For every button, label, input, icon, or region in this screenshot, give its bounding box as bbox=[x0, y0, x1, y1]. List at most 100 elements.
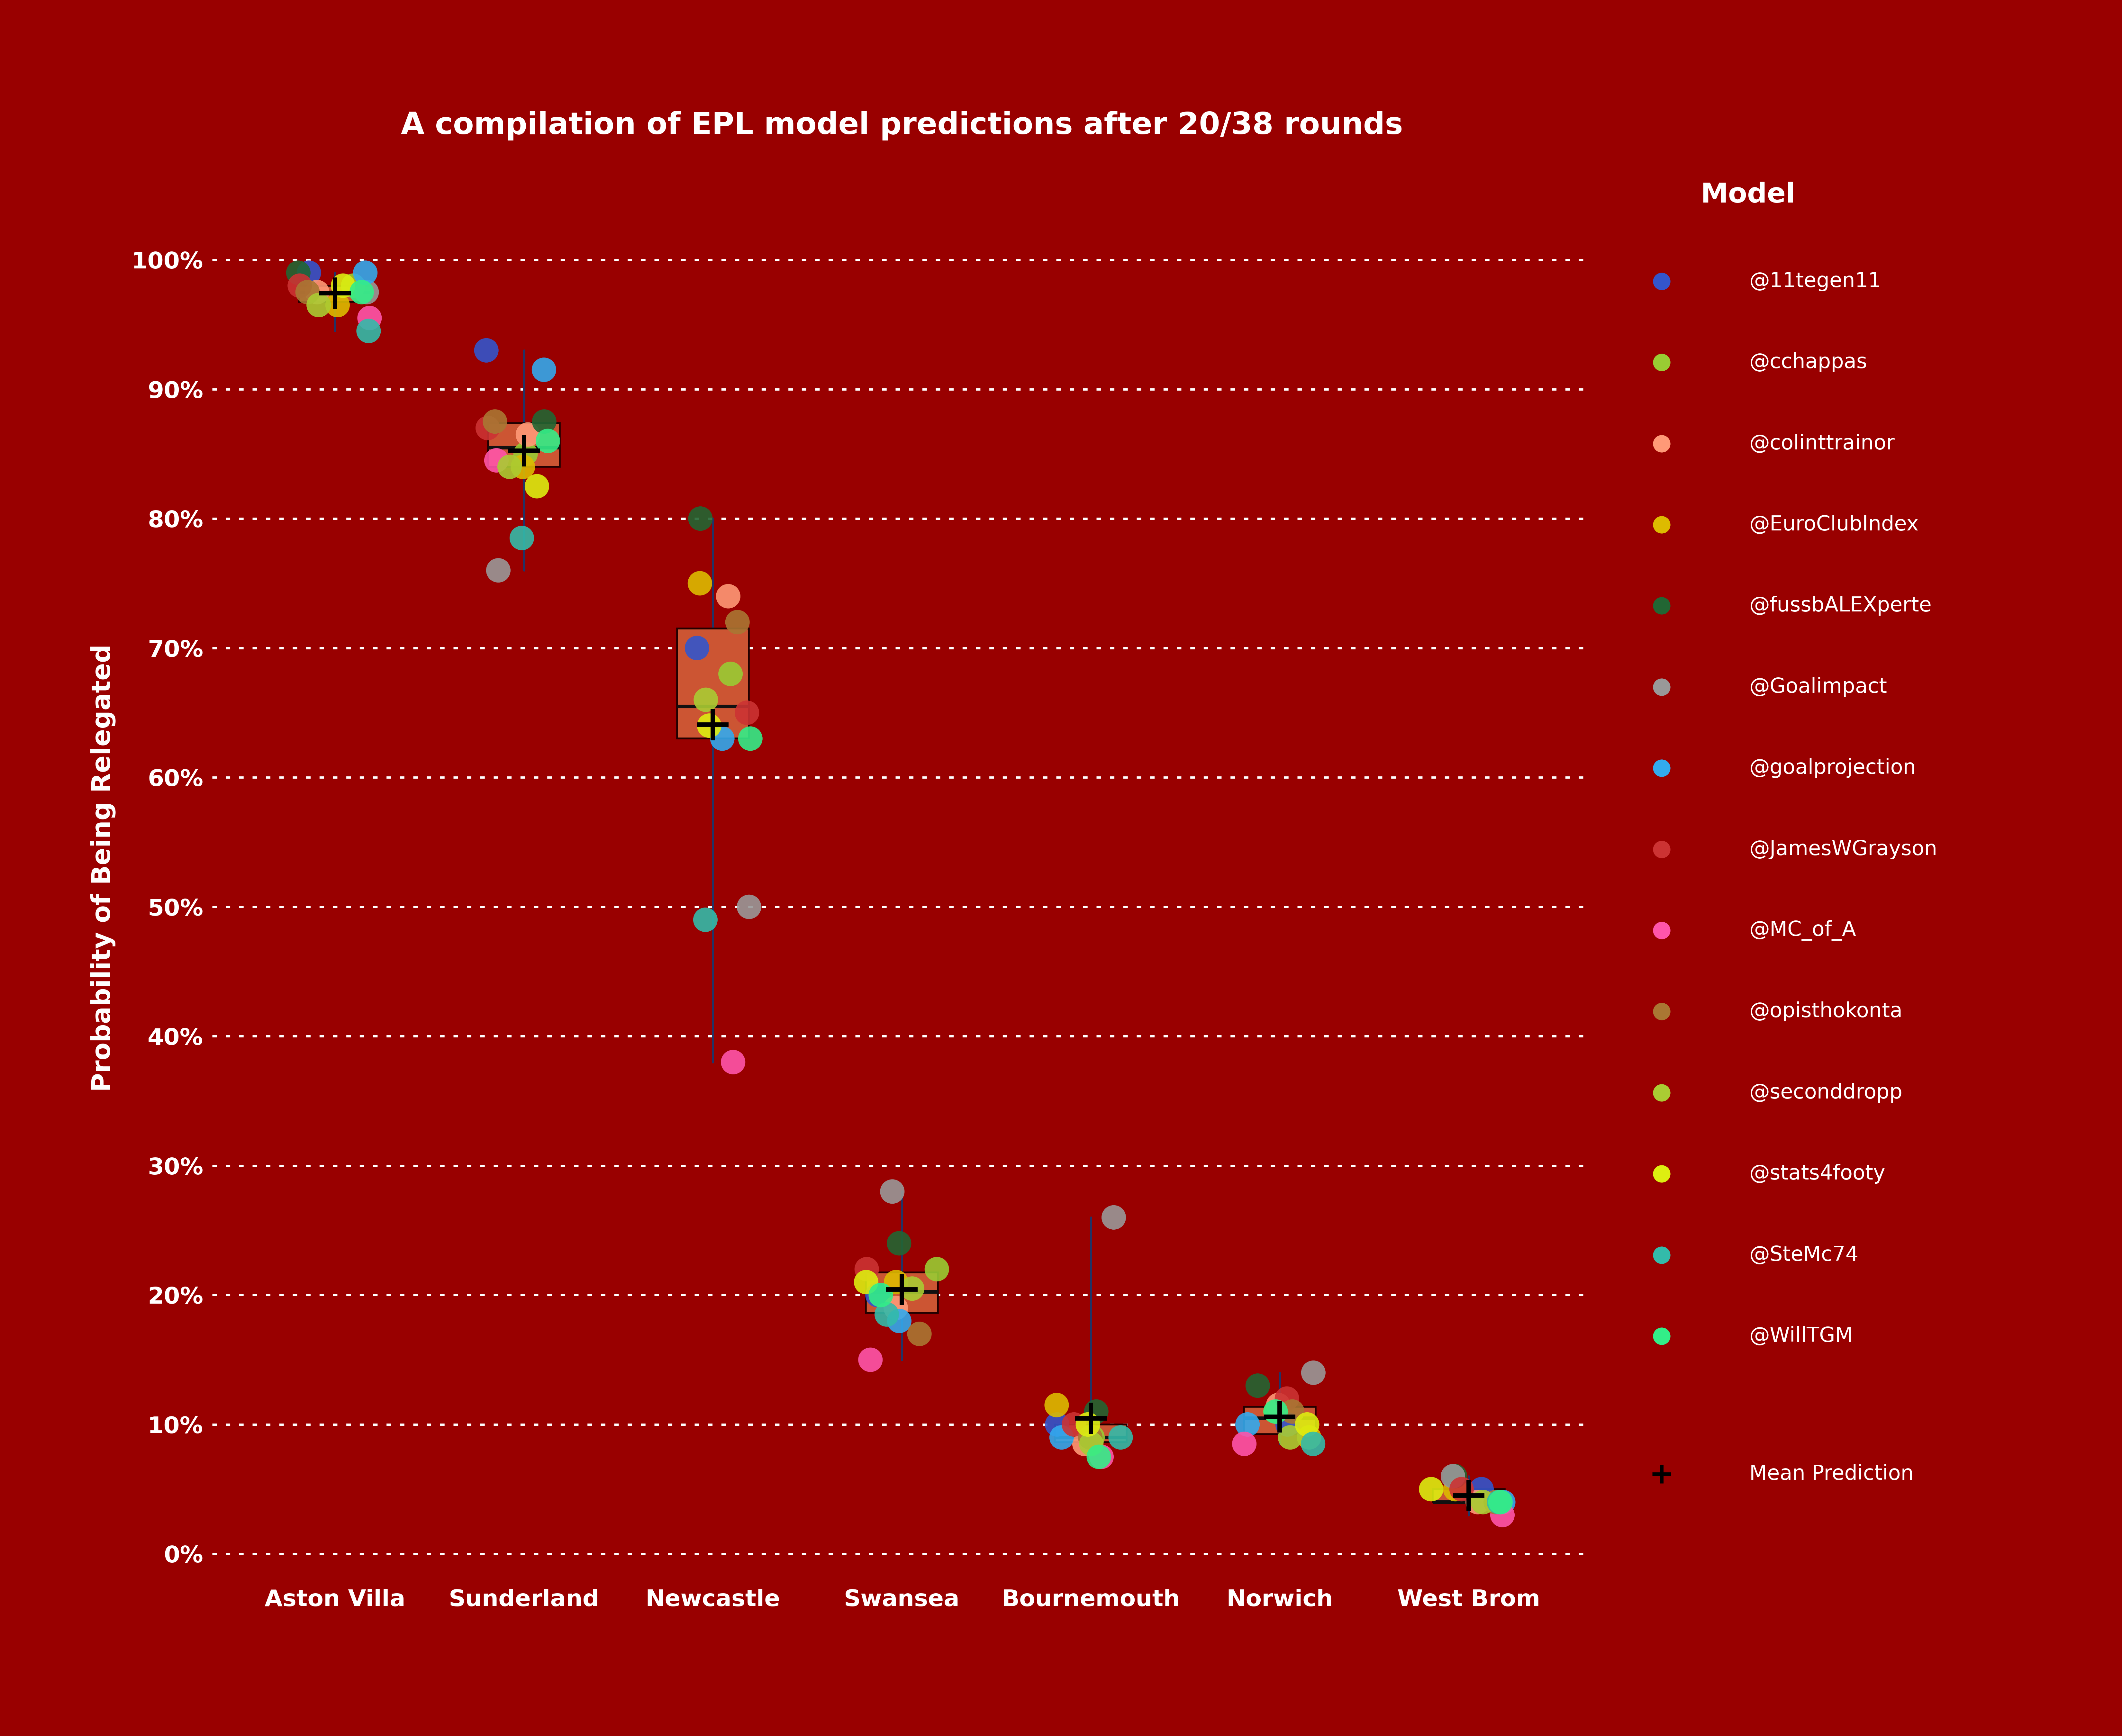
Point bbox=[1413, 1476, 1447, 1503]
Bar bbox=[1055, 1425, 1127, 1443]
Text: @Goalimpact: @Goalimpact bbox=[1749, 677, 1886, 696]
Bar bbox=[866, 1272, 938, 1312]
Point bbox=[1445, 1476, 1479, 1503]
Point bbox=[870, 1300, 904, 1328]
Point bbox=[730, 700, 764, 727]
Point bbox=[480, 446, 514, 474]
Point bbox=[505, 524, 539, 552]
Point bbox=[471, 415, 505, 443]
Point bbox=[1103, 1424, 1137, 1451]
Point bbox=[879, 1293, 912, 1321]
Point bbox=[1227, 1430, 1260, 1458]
Point bbox=[883, 1229, 917, 1257]
Title: A compilation of EPL model predictions after 20/38 rounds: A compilation of EPL model predictions a… bbox=[401, 111, 1403, 141]
Point bbox=[879, 1269, 912, 1297]
Point bbox=[1271, 1411, 1305, 1439]
Point bbox=[1466, 1488, 1500, 1516]
Point bbox=[1273, 1424, 1307, 1451]
Point bbox=[1297, 1359, 1330, 1387]
Point bbox=[1097, 1203, 1131, 1231]
Bar bbox=[677, 628, 749, 738]
Point bbox=[352, 318, 386, 345]
Point bbox=[1260, 1391, 1294, 1418]
Point bbox=[291, 278, 325, 306]
Text: @goalprojection: @goalprojection bbox=[1749, 759, 1916, 778]
Point bbox=[692, 712, 726, 740]
Point bbox=[1258, 1397, 1292, 1425]
Point bbox=[1483, 1488, 1517, 1516]
Point bbox=[1040, 1391, 1074, 1418]
Point bbox=[477, 408, 511, 436]
Point bbox=[511, 420, 545, 448]
Bar bbox=[1432, 1489, 1504, 1502]
Point bbox=[505, 453, 539, 481]
Text: @JamesWGrayson: @JamesWGrayson bbox=[1749, 838, 1937, 859]
Point bbox=[1275, 1397, 1309, 1425]
Text: Mean Prediction: Mean Prediction bbox=[1749, 1463, 1914, 1484]
Point bbox=[711, 582, 745, 609]
Text: @WillTGM: @WillTGM bbox=[1749, 1326, 1853, 1345]
Y-axis label: Probability of Being Relegated: Probability of Being Relegated bbox=[91, 644, 117, 1092]
Point bbox=[1057, 1411, 1091, 1439]
Text: @EuroClubIndex: @EuroClubIndex bbox=[1749, 514, 1918, 535]
Point bbox=[1067, 1430, 1101, 1458]
Point bbox=[1072, 1411, 1106, 1439]
Point bbox=[1483, 1488, 1517, 1516]
Text: @seconddropp: @seconddropp bbox=[1749, 1083, 1903, 1102]
Point bbox=[1076, 1424, 1110, 1451]
Point bbox=[352, 304, 386, 332]
Text: Model: Model bbox=[1700, 182, 1795, 208]
Point bbox=[1074, 1424, 1108, 1451]
Point bbox=[1437, 1462, 1471, 1489]
Point bbox=[679, 634, 713, 661]
Point bbox=[883, 1307, 917, 1335]
Point bbox=[862, 1281, 895, 1309]
Point bbox=[301, 292, 335, 319]
Point bbox=[1485, 1488, 1519, 1516]
Point bbox=[902, 1319, 936, 1347]
Point bbox=[713, 660, 747, 687]
Point bbox=[1082, 1443, 1116, 1470]
Point bbox=[864, 1281, 898, 1309]
Point bbox=[1040, 1411, 1074, 1439]
Point bbox=[1292, 1424, 1326, 1451]
Text: @opisthokonta: @opisthokonta bbox=[1749, 1002, 1903, 1021]
Point bbox=[282, 259, 316, 286]
Point bbox=[683, 569, 717, 597]
Point bbox=[509, 439, 543, 467]
Text: @11tegen11: @11tegen11 bbox=[1749, 271, 1882, 292]
Point bbox=[1258, 1397, 1292, 1425]
Point bbox=[320, 292, 354, 319]
Point bbox=[690, 686, 724, 713]
Point bbox=[520, 472, 554, 500]
Point bbox=[350, 278, 384, 306]
Point bbox=[293, 259, 327, 286]
Point bbox=[282, 273, 316, 300]
Point bbox=[1269, 1385, 1303, 1413]
Point bbox=[530, 427, 564, 455]
Point bbox=[526, 408, 560, 436]
Point bbox=[683, 505, 717, 533]
Point bbox=[1084, 1443, 1118, 1470]
Point bbox=[919, 1255, 953, 1283]
Point bbox=[335, 273, 369, 300]
Text: @cchappas: @cchappas bbox=[1749, 352, 1867, 372]
Bar bbox=[299, 286, 371, 302]
Point bbox=[1481, 1488, 1515, 1516]
Point bbox=[853, 1345, 887, 1373]
Point bbox=[1485, 1502, 1519, 1529]
Point bbox=[849, 1269, 883, 1297]
Point bbox=[876, 1177, 910, 1205]
Point bbox=[482, 557, 516, 585]
Point bbox=[721, 608, 755, 635]
Text: @MC_of_A: @MC_of_A bbox=[1749, 920, 1857, 941]
Point bbox=[1479, 1488, 1513, 1516]
Text: @SteMc74: @SteMc74 bbox=[1749, 1245, 1859, 1266]
Point bbox=[688, 906, 721, 934]
Text: @stats4footy: @stats4footy bbox=[1749, 1163, 1886, 1184]
Point bbox=[1464, 1476, 1498, 1503]
Bar bbox=[1243, 1406, 1316, 1434]
Point bbox=[1231, 1411, 1265, 1439]
Text: @colinttrainor: @colinttrainor bbox=[1749, 434, 1895, 453]
Point bbox=[1290, 1411, 1324, 1439]
